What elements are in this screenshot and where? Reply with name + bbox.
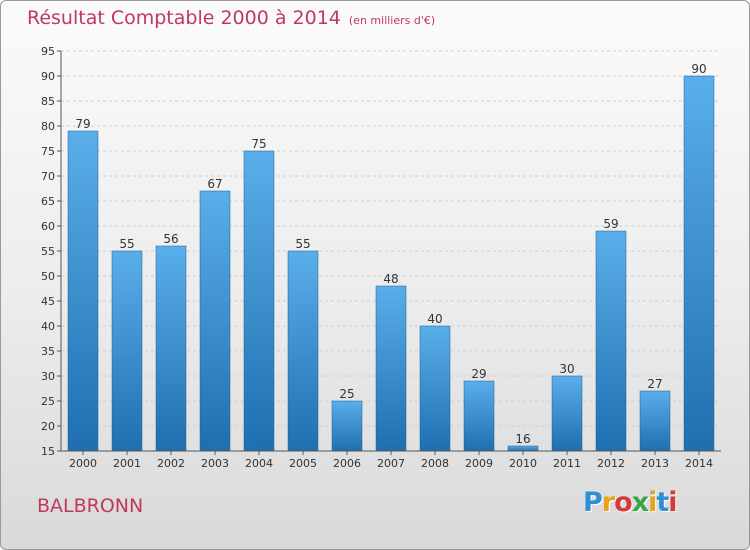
logo-letter: o: [614, 487, 633, 518]
y-tick-label: 55: [41, 245, 55, 258]
bar: [419, 325, 451, 452]
data-label: 30: [559, 362, 574, 376]
y-tick-label: 50: [41, 270, 55, 283]
bar: [331, 400, 363, 452]
chart-unit: (en milliers d'€): [348, 14, 436, 27]
y-tick-label: 60: [41, 220, 55, 233]
proxiti-logo: Proxiti: [583, 487, 678, 518]
data-label: 40: [427, 312, 442, 326]
x-tick-label: 2006: [333, 457, 361, 470]
x-tick-label: 2009: [465, 457, 493, 470]
y-tick-label: 95: [41, 45, 55, 58]
y-tick-label: 90: [41, 70, 55, 83]
x-tick-label: 2003: [201, 457, 229, 470]
y-tick-label: 45: [41, 295, 55, 308]
town-name: BALBRONN: [37, 495, 144, 517]
data-label: 67: [207, 177, 222, 191]
bar: [111, 250, 143, 452]
bar: [375, 285, 407, 452]
bar: [639, 390, 671, 452]
x-tick-label: 2002: [157, 457, 185, 470]
bar: [287, 250, 319, 452]
logo-letter: r: [601, 487, 615, 518]
data-label: 27: [647, 377, 662, 391]
x-tick-label: 2010: [509, 457, 537, 470]
data-label: 79: [75, 117, 90, 131]
data-label: 16: [515, 432, 530, 446]
logo-letter: i: [668, 487, 677, 518]
data-label: 55: [119, 237, 134, 251]
y-tick-label: 65: [41, 195, 55, 208]
bar: [463, 380, 495, 452]
y-tick-label: 75: [41, 145, 55, 158]
x-tick-label: 2008: [421, 457, 449, 470]
bar: [551, 375, 583, 452]
data-label: 25: [339, 387, 354, 401]
data-label: 59: [603, 217, 618, 231]
data-label: 90: [691, 62, 706, 76]
y-tick-label: 80: [41, 120, 55, 133]
y-tick-label: 35: [41, 345, 55, 358]
y-tick-label: 30: [41, 370, 55, 383]
y-tick-label: 20: [41, 420, 55, 433]
chart-title: Résultat Comptable 2000 à 2014 (en millie…: [27, 7, 435, 29]
x-tick-label: 2001: [113, 457, 141, 470]
logo-letter: P: [583, 487, 603, 518]
y-tick-label: 70: [41, 170, 55, 183]
y-tick-label: 85: [41, 95, 55, 108]
data-label: 29: [471, 367, 486, 381]
bar: [243, 150, 275, 452]
data-label: 55: [295, 237, 310, 251]
bar: [199, 190, 231, 452]
bar: [67, 130, 99, 452]
x-tick-label: 2014: [685, 457, 713, 470]
y-tick-label: 15: [41, 445, 55, 458]
x-tick-label: 2012: [597, 457, 625, 470]
x-tick-label: 2004: [245, 457, 273, 470]
x-tick-label: 2013: [641, 457, 669, 470]
logo-letter: t: [656, 487, 669, 518]
x-tick-label: 2007: [377, 457, 405, 470]
bar: [683, 75, 715, 452]
bar: [595, 230, 627, 452]
data-label: 48: [383, 272, 398, 286]
bar: [507, 445, 539, 452]
y-tick-label: 40: [41, 320, 55, 333]
x-tick-label: 2005: [289, 457, 317, 470]
chart-title-text: Résultat Comptable 2000 à 2014: [27, 7, 341, 29]
axes: 15 20 25 30 35 40 45 50 55 60 65 70 75 80 85 90 95 2000 20…: [41, 45, 721, 470]
data-labels: 79 55 56 67 75 55 25 48 40 29 16 30 59 27 90: [75, 62, 706, 446]
x-tick-label: 2011: [553, 457, 581, 470]
bars: [67, 75, 715, 452]
x-tick-label: 2000: [69, 457, 97, 470]
logo-letter: x: [631, 487, 649, 518]
logo-letter: i: [648, 487, 657, 518]
y-tick-label: 25: [41, 395, 55, 408]
data-label: 56: [163, 232, 178, 246]
data-label: 75: [251, 137, 266, 151]
bar: [155, 245, 187, 452]
